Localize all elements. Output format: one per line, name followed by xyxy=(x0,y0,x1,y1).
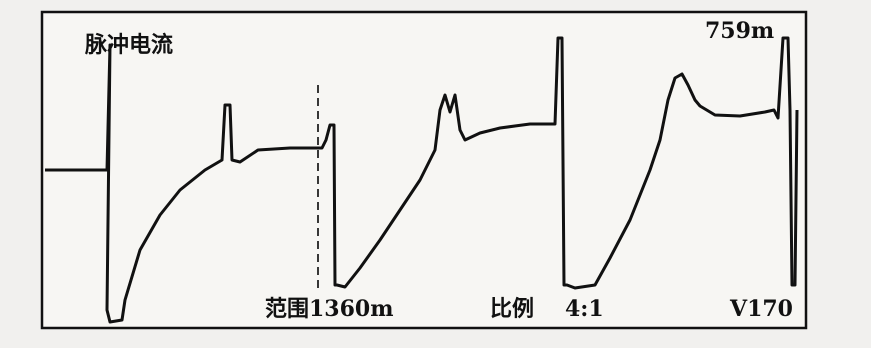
range-label: 范围1360m xyxy=(265,296,394,322)
waveform-title: 脉冲电流 xyxy=(84,32,173,58)
fault-distance: 759m xyxy=(705,18,774,44)
scale-value: 4:1 xyxy=(565,296,604,322)
scale-label: 比例 xyxy=(490,296,534,322)
waveform xyxy=(45,36,799,324)
velocity-label: V170 xyxy=(729,296,793,322)
